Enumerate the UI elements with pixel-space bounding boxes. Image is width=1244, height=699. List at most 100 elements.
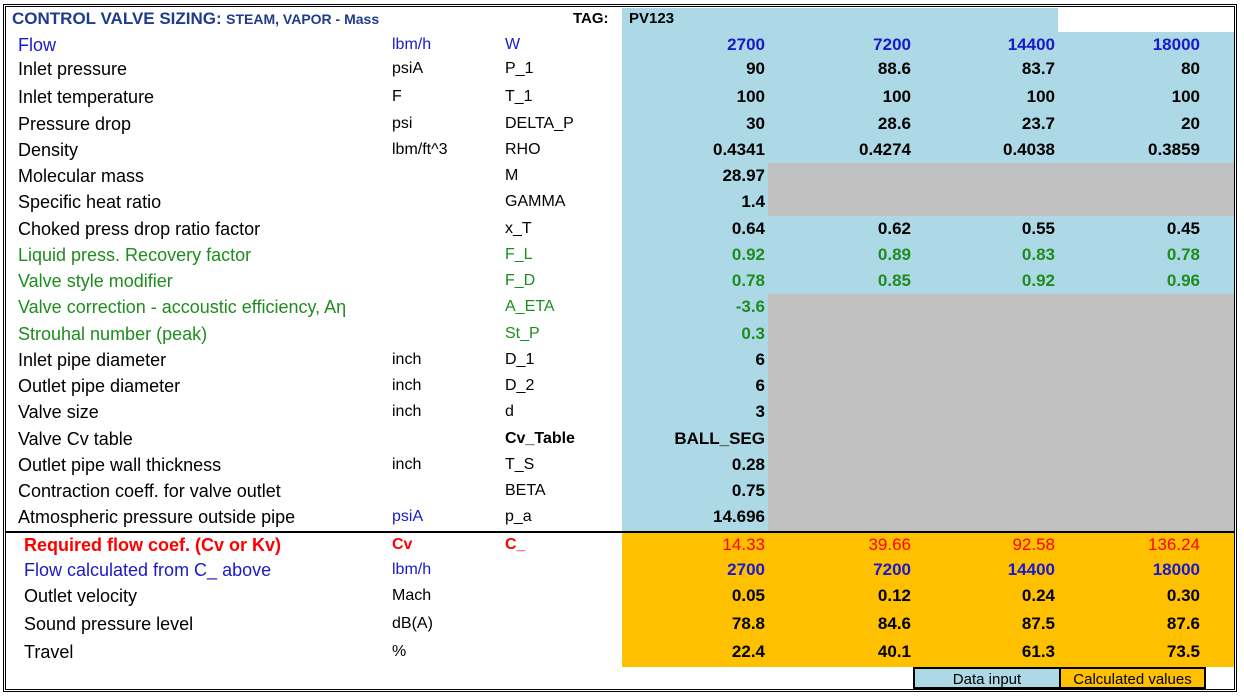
- row-unit: %: [392, 643, 407, 660]
- value-case-4[interactable]: 0.96: [1166, 271, 1200, 290]
- value-case-3[interactable]: 23.7: [1021, 114, 1055, 133]
- value-case-2[interactable]: 88.6: [877, 59, 911, 78]
- value-case-1[interactable]: 0.28: [731, 455, 765, 474]
- row-label: Strouhal number (peak): [18, 324, 208, 344]
- row-strouhal-number: Strouhal number (peak) St_P 0.3: [0, 321, 1244, 347]
- value-case-1[interactable]: 0.78: [731, 271, 765, 290]
- row-pressure-drop: Pressure drop psi DELTA_P 30 28.6 23.7 2…: [0, 111, 1244, 137]
- value-case-1[interactable]: BALL_SEG: [674, 429, 765, 448]
- row-unit: inch: [392, 456, 422, 473]
- row-outlet-wall-thickness: Outlet pipe wall thickness inch T_S 0.28: [0, 452, 1244, 478]
- value-case-1: 0.05: [731, 586, 765, 605]
- unused-area-lower: [768, 294, 1234, 532]
- value-case-4[interactable]: 80: [1181, 59, 1200, 78]
- row-symbol: D_1: [505, 351, 535, 368]
- row-unit: lbm/h: [392, 561, 432, 578]
- value-case-3[interactable]: 83.7: [1021, 59, 1055, 78]
- value-case-2[interactable]: 0.85: [877, 271, 911, 290]
- value-case-4[interactable]: 0.3859: [1148, 140, 1200, 159]
- value-case-2[interactable]: 0.89: [877, 245, 911, 264]
- value-case-1[interactable]: 30: [746, 114, 765, 133]
- row-unit: F: [392, 88, 402, 105]
- value-case-3[interactable]: 0.4038: [1003, 140, 1055, 159]
- value-case-1[interactable]: 14.696: [713, 507, 765, 526]
- row-label: Valve Cv table: [18, 429, 133, 449]
- value-case-1[interactable]: 100: [736, 87, 765, 106]
- sheet-border: [3, 4, 1237, 692]
- row-unit: Cv: [392, 536, 413, 553]
- value-case-4[interactable]: 0.45: [1166, 219, 1200, 238]
- row-label: Valve style modifier: [18, 271, 173, 291]
- row-valve-cv-table: Valve Cv table Cv_Table BALL_SEG: [0, 426, 1244, 452]
- value-case-1[interactable]: 3: [755, 402, 765, 421]
- row-outlet-velocity: Outlet velocity Mach 0.05 0.12 0.24 0.30: [0, 583, 1244, 609]
- value-case-2[interactable]: 7200: [873, 35, 911, 54]
- row-symbol: GAMMA: [505, 193, 566, 210]
- tag-value[interactable]: PV123: [629, 10, 675, 27]
- value-case-3: 61.3: [1021, 642, 1055, 661]
- row-contraction-coeff: Contraction coeff. for valve outlet BETA…: [0, 478, 1244, 504]
- value-case-1: 22.4: [731, 642, 765, 661]
- row-unit: psiA: [392, 508, 424, 525]
- value-case-4[interactable]: 0.78: [1166, 245, 1200, 264]
- value-case-2[interactable]: 28.6: [877, 114, 911, 133]
- row-symbol: F_D: [505, 272, 536, 289]
- value-case-1[interactable]: 0.92: [731, 245, 765, 264]
- value-case-3: 14400: [1007, 560, 1055, 579]
- row-required-flow-coef: Required flow coef. (Cv or Kv) Cv C_ 14.…: [0, 532, 1244, 558]
- value-case-2[interactable]: 0.62: [877, 219, 911, 238]
- legend-calculated-values: Calculated values: [1059, 667, 1206, 689]
- value-case-3: 0.24: [1021, 586, 1055, 605]
- value-case-2: 84.6: [877, 614, 911, 633]
- value-case-2[interactable]: 100: [882, 87, 911, 106]
- row-label: Molecular mass: [18, 166, 145, 186]
- row-acoustic-efficiency: Valve correction - accoustic efficiency,…: [0, 294, 1244, 320]
- value-case-4[interactable]: 20: [1181, 114, 1200, 133]
- legend-data-input: Data input: [913, 667, 1061, 689]
- row-label: Contraction coeff. for valve outlet: [18, 481, 281, 501]
- value-case-3[interactable]: 0.92: [1021, 271, 1055, 290]
- value-case-1[interactable]: 6: [755, 376, 765, 395]
- row-label: Sound pressure level: [24, 614, 194, 634]
- row-label: Travel: [24, 642, 74, 662]
- row-unit: dB(A): [392, 615, 433, 632]
- value-case-1[interactable]: 90: [746, 59, 765, 78]
- value-case-3[interactable]: 0.83: [1021, 245, 1055, 264]
- row-density: Density lbm/ft^3 RHO 0.4341 0.4274 0.403…: [0, 137, 1244, 163]
- row-symbol: C_: [505, 536, 526, 553]
- value-case-1[interactable]: 0.4341: [713, 140, 765, 159]
- row-symbol: Cv_Table: [505, 430, 575, 447]
- value-case-1[interactable]: 0.3: [741, 324, 765, 343]
- value-case-3[interactable]: 0.55: [1021, 219, 1055, 238]
- value-case-3: 92.58: [1012, 535, 1055, 554]
- row-inlet-pressure: Inlet pressure psiA P_1 90 88.6 83.7 80: [0, 56, 1244, 82]
- row-flow-calculated: Flow calculated from C_ above lbm/h 2700…: [0, 557, 1244, 583]
- value-case-4[interactable]: 18000: [1152, 35, 1200, 54]
- row-symbol: D_2: [505, 377, 535, 394]
- row-liquid-recovery-factor: Liquid press. Recovery factor F_L 0.92 0…: [0, 242, 1244, 268]
- row-unit: inch: [392, 351, 422, 368]
- value-case-1: 78.8: [731, 614, 765, 633]
- value-case-1[interactable]: 6: [755, 350, 765, 369]
- row-label: Density: [18, 140, 79, 160]
- row-label: Inlet pressure: [18, 59, 128, 79]
- row-unit: lbm/ft^3: [392, 141, 448, 158]
- value-case-1[interactable]: 0.64: [731, 219, 765, 238]
- value-case-1[interactable]: 0.75: [731, 481, 765, 500]
- value-case-1[interactable]: 2700: [727, 35, 765, 54]
- value-case-1[interactable]: 1.4: [741, 192, 765, 211]
- section-divider: [6, 531, 1234, 533]
- value-case-2[interactable]: 0.4274: [859, 140, 911, 159]
- row-symbol: p_a: [505, 508, 532, 525]
- row-label: Outlet pipe diameter: [18, 376, 181, 396]
- row-inlet-pipe-diameter: Inlet pipe diameter inch D_1 6: [0, 347, 1244, 373]
- value-case-3[interactable]: 100: [1026, 87, 1055, 106]
- value-case-1[interactable]: -3.6: [735, 297, 765, 316]
- value-case-4[interactable]: 100: [1171, 87, 1200, 106]
- row-label: Inlet pipe diameter: [18, 350, 167, 370]
- row-valve-style-modifier: Valve style modifier F_D 0.78 0.85 0.92 …: [0, 268, 1244, 294]
- row-unit: psi: [392, 115, 413, 132]
- value-case-1[interactable]: 28.97: [722, 166, 765, 185]
- value-case-3[interactable]: 14400: [1007, 35, 1055, 54]
